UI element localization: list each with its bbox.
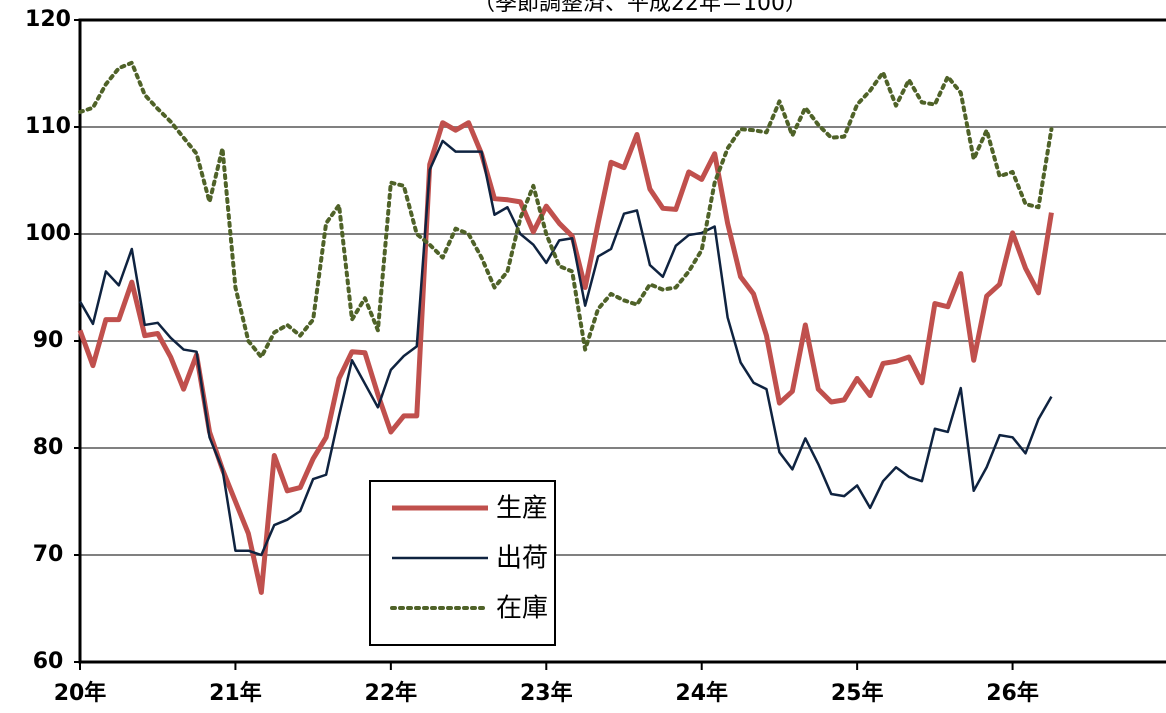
x-tick-label: 26年 bbox=[986, 680, 1039, 706]
x-tick-label: 24年 bbox=[675, 680, 728, 706]
legend-label: 生産 bbox=[496, 494, 548, 524]
y-tick-label: 60 bbox=[33, 649, 64, 674]
y-tick-label: 110 bbox=[25, 114, 71, 139]
y-tick-label: 80 bbox=[33, 435, 64, 460]
x-tick-label: 23年 bbox=[520, 680, 573, 706]
y-tick-label: 90 bbox=[33, 328, 64, 353]
series-line bbox=[78, 60, 1054, 360]
x-tick-label: 20年 bbox=[54, 680, 107, 706]
y-tick-label: 70 bbox=[33, 542, 64, 567]
legend-label: 出荷 bbox=[496, 544, 548, 574]
y-tick-label: 100 bbox=[25, 221, 71, 246]
series-line bbox=[77, 120, 1054, 595]
plot-frame bbox=[78, 18, 1166, 664]
x-tick-label: 21年 bbox=[209, 680, 262, 706]
x-tick-label: 25年 bbox=[831, 680, 884, 706]
x-tick-label: 22年 bbox=[365, 680, 418, 706]
legend-label: 在庫 bbox=[496, 594, 548, 624]
y-tick-label: 120 bbox=[25, 7, 71, 32]
series-line bbox=[78, 139, 1053, 557]
chart-title: （季節調整済、平成22年＝100） bbox=[473, 0, 807, 16]
